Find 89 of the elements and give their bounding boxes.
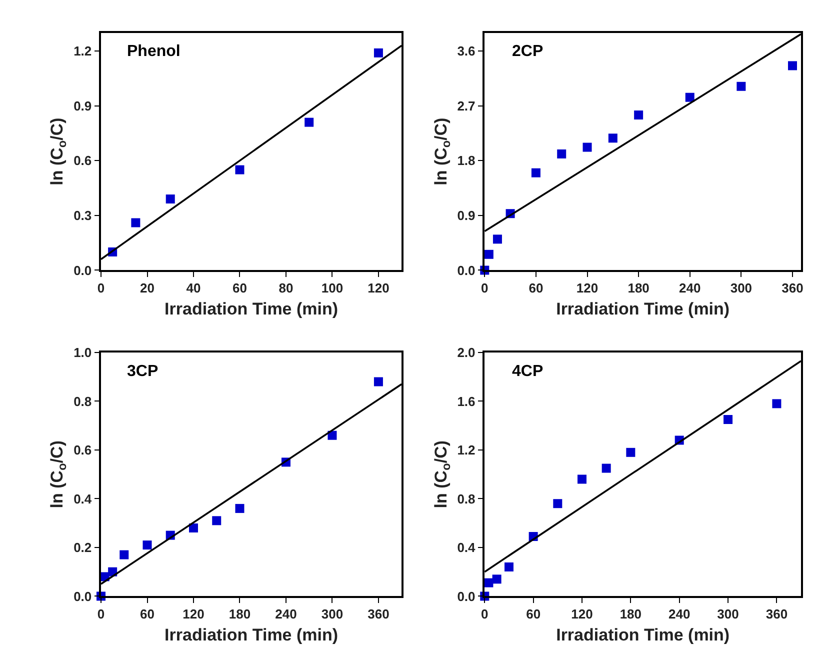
point	[553, 499, 562, 508]
x-tick-label: 360	[368, 606, 390, 622]
x-tick-label: 180	[228, 606, 251, 622]
point	[235, 165, 244, 174]
y-tick-label: 1.0	[74, 345, 92, 360]
x-tick-label: 120	[368, 280, 390, 296]
x-axis-title: Irradiation Time (min)	[556, 299, 730, 318]
point	[166, 194, 175, 204]
point	[235, 504, 244, 513]
x-tick-label: 60	[528, 280, 544, 296]
point	[131, 218, 140, 228]
x-tick-label: 120	[182, 606, 204, 622]
x-axis-title: Irradiation Time (min)	[556, 625, 730, 644]
point	[626, 448, 636, 457]
x-tick-label: 300	[730, 280, 752, 296]
x-tick-label: 180	[620, 606, 642, 622]
point	[608, 134, 618, 143]
point	[634, 110, 644, 120]
y-tick-label: 0.4	[457, 540, 476, 555]
y-tick-label: 3.6	[457, 44, 476, 59]
point	[374, 48, 383, 58]
point	[772, 399, 782, 408]
annotation: 3CP	[127, 363, 158, 380]
y-tick-label: 1.6	[457, 394, 476, 409]
point	[736, 82, 746, 91]
y-tick-label: 0.9	[457, 208, 476, 223]
point	[577, 474, 586, 484]
point	[328, 430, 337, 440]
y-tick-label: 0.6	[74, 153, 92, 168]
point	[189, 523, 198, 532]
x-tick-label: 120	[571, 606, 593, 622]
point	[484, 250, 494, 259]
x-axis-title: Irradiation Time (min)	[164, 625, 338, 644]
point	[492, 234, 502, 244]
point	[504, 562, 514, 572]
x-tick-label: 0	[97, 606, 105, 622]
x-tick-label: 300	[717, 606, 739, 622]
point	[557, 149, 566, 158]
annotation: 4CP	[512, 363, 544, 380]
x-tick-label: 100	[321, 280, 344, 296]
point	[788, 61, 797, 70]
x-tick-label: 0	[481, 606, 488, 622]
y-tick-label: 0.8	[457, 491, 476, 506]
annotation: Phenol	[127, 43, 180, 60]
x-tick-label: 60	[232, 280, 247, 296]
x-tick-label: 80	[278, 280, 294, 296]
x-tick-label: 20	[140, 280, 154, 296]
y-tick-label: 0.0	[74, 262, 92, 278]
point	[484, 578, 494, 588]
point	[724, 415, 733, 424]
y-tick-label: 0.0	[457, 262, 476, 278]
x-tick-label: 240	[668, 606, 690, 622]
point	[120, 550, 129, 560]
point	[374, 377, 383, 386]
x-tick-label: 240	[679, 280, 701, 296]
y-tick-label: 0.2	[74, 540, 92, 555]
x-tick-label: 0	[97, 280, 105, 296]
point	[304, 118, 314, 127]
x-tick-label: 240	[275, 606, 297, 622]
annotation: 2CP	[512, 43, 544, 60]
x-tick-label: 60	[526, 606, 541, 622]
x-tick-label: 360	[782, 280, 804, 296]
y-tick-label: 1.2	[457, 442, 476, 458]
y-tick-label: 1.2	[74, 44, 92, 59]
point	[582, 142, 592, 152]
point	[142, 540, 152, 550]
y-tick-label: 0.0	[74, 588, 92, 604]
point	[531, 168, 540, 178]
x-tick-label: 40	[186, 280, 201, 296]
y-tick-label: 1.8	[457, 153, 476, 168]
x-tick-label: 300	[321, 606, 344, 622]
y-tick-label: 0.3	[74, 208, 92, 223]
point	[685, 92, 694, 102]
x-tick-label: 360	[766, 606, 788, 622]
x-tick-label: 0	[481, 280, 488, 296]
y-tick-label: 0.9	[74, 98, 92, 114]
point	[212, 516, 222, 526]
x-tick-label: 120	[576, 280, 598, 296]
point	[602, 464, 611, 473]
y-tick-label: 0.4	[74, 491, 92, 506]
y-tick-label: 2.0	[457, 345, 476, 360]
y-tick-label: 0.8	[74, 394, 92, 409]
x-tick-label: 60	[140, 606, 154, 622]
y-tick-label: 0.0	[457, 588, 476, 604]
point	[492, 574, 502, 584]
y-tick-label: 0.6	[74, 442, 92, 458]
x-tick-label: 180	[628, 280, 650, 296]
y-tick-label: 2.7	[457, 98, 476, 114]
x-axis-title: Irradiation Time (min)	[164, 299, 338, 318]
